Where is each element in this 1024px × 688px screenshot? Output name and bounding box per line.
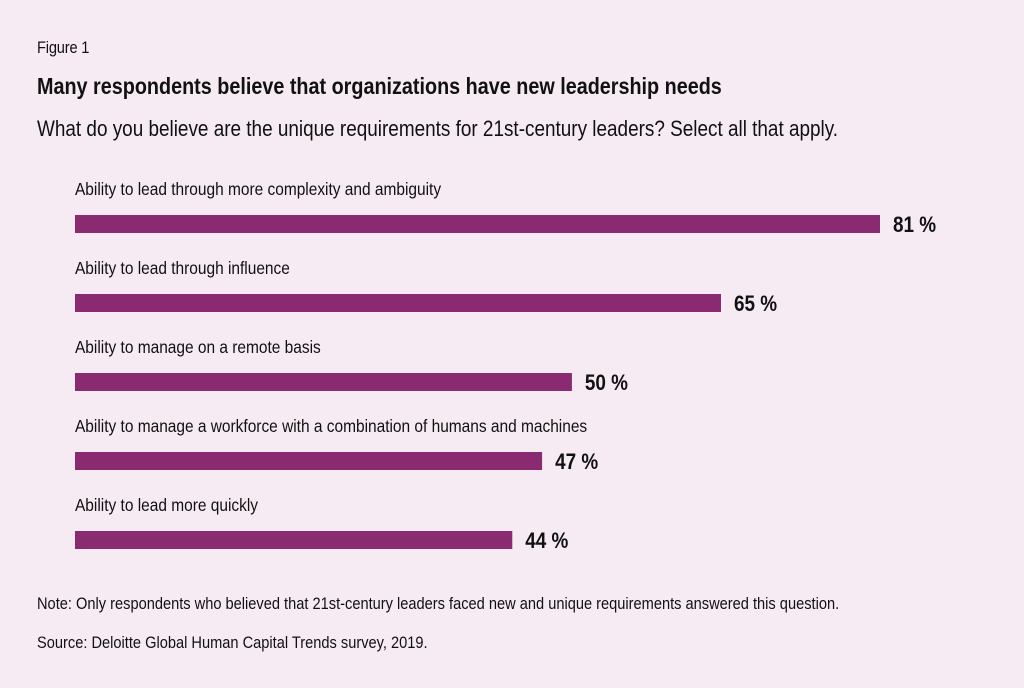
value-label: 50 %: [585, 371, 628, 396]
category-label: Ability to manage on a remote basis: [75, 337, 321, 357]
bar: [75, 215, 880, 233]
figure-label: Figure 1: [37, 38, 90, 57]
chart-subtitle: What do you believe are the unique requi…: [37, 116, 839, 141]
value-label: 81 %: [893, 213, 936, 238]
category-label: Ability to manage a workforce with a com…: [75, 416, 587, 436]
value-label: 47 %: [555, 450, 598, 475]
bar: [75, 294, 721, 312]
value-label: 44 %: [525, 529, 568, 554]
chart-note: Note: Only respondents who believed that…: [37, 594, 840, 613]
category-label: Ability to lead more quickly: [75, 495, 259, 515]
bar: [75, 373, 572, 391]
bar: [75, 452, 543, 470]
bar: [75, 531, 513, 549]
chart-source: Source: Deloitte Global Human Capital Tr…: [37, 633, 428, 652]
category-label: Ability to lead through more complexity …: [75, 179, 442, 199]
chart-title: Many respondents believe that organizati…: [37, 73, 722, 99]
category-label: Ability to lead through influence: [75, 258, 290, 278]
value-label: 65 %: [734, 292, 777, 317]
